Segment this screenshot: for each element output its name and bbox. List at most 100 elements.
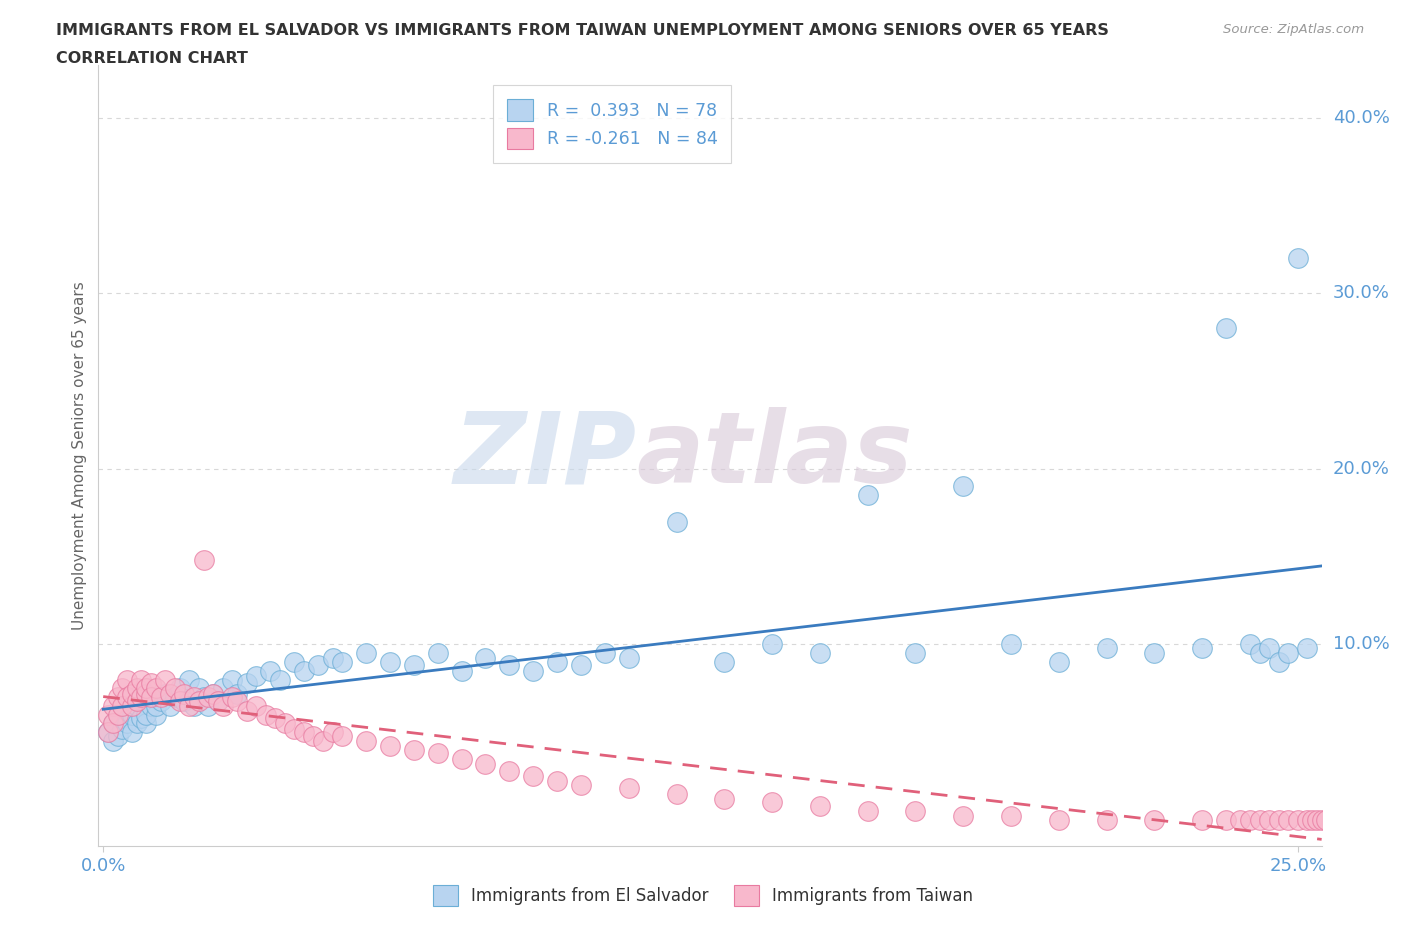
Point	[378, 738, 401, 753]
Point	[111, 698, 134, 713]
Point	[283, 722, 305, 737]
Point	[193, 690, 215, 705]
Point	[135, 681, 157, 696]
Legend: R =  0.393   N = 78, R = -0.261   N = 84: R = 0.393 N = 78, R = -0.261 N = 84	[494, 86, 731, 163]
Point	[149, 690, 172, 705]
Point	[474, 651, 496, 666]
Point	[546, 655, 568, 670]
Text: IMMIGRANTS FROM EL SALVADOR VS IMMIGRANTS FROM TAIWAN UNEMPLOYMENT AMONG SENIORS: IMMIGRANTS FROM EL SALVADOR VS IMMIGRANT…	[56, 23, 1109, 38]
Point	[617, 651, 640, 666]
Point	[125, 681, 148, 696]
Point	[1315, 813, 1337, 828]
Point	[1095, 813, 1118, 828]
Point	[207, 693, 229, 708]
Point	[131, 672, 153, 687]
Point	[202, 686, 225, 701]
Point	[302, 728, 325, 743]
Point	[179, 698, 201, 713]
Point	[546, 774, 568, 789]
Point	[1310, 813, 1333, 828]
Point	[450, 663, 472, 678]
Point	[354, 734, 377, 749]
Point	[131, 711, 153, 725]
Point	[159, 698, 181, 713]
Point	[330, 728, 353, 743]
Point	[163, 681, 186, 696]
Point	[1239, 813, 1261, 828]
Point	[101, 716, 124, 731]
Point	[226, 686, 249, 701]
Text: 20.0%: 20.0%	[1333, 459, 1389, 478]
Point	[125, 698, 148, 713]
Text: 30.0%: 30.0%	[1333, 285, 1389, 302]
Text: ZIP: ZIP	[454, 407, 637, 504]
Point	[169, 693, 191, 708]
Point	[378, 655, 401, 670]
Point	[856, 804, 879, 818]
Point	[312, 734, 335, 749]
Point	[1286, 813, 1309, 828]
Point	[330, 655, 353, 670]
Point	[1258, 641, 1281, 656]
Text: CORRELATION CHART: CORRELATION CHART	[56, 51, 247, 66]
Point	[952, 809, 974, 824]
Point	[569, 777, 592, 792]
Point	[426, 746, 449, 761]
Point	[173, 686, 195, 701]
Point	[245, 669, 267, 684]
Point	[1277, 813, 1299, 828]
Point	[264, 711, 287, 725]
Point	[107, 707, 129, 722]
Point	[354, 645, 377, 660]
Point	[569, 658, 592, 673]
Point	[101, 716, 124, 731]
Point	[904, 645, 927, 660]
Point	[952, 479, 974, 494]
Point	[211, 698, 233, 713]
Point	[713, 655, 735, 670]
Point	[97, 724, 120, 739]
Point	[1047, 813, 1070, 828]
Point	[522, 768, 544, 783]
Point	[115, 704, 138, 719]
Point	[97, 707, 120, 722]
Point	[115, 690, 138, 705]
Point	[617, 781, 640, 796]
Point	[1095, 641, 1118, 656]
Point	[101, 698, 124, 713]
Point	[474, 756, 496, 771]
Point	[179, 672, 201, 687]
Point	[145, 707, 167, 722]
Point	[221, 672, 243, 687]
Point	[121, 686, 143, 701]
Point	[322, 724, 344, 739]
Point	[1277, 645, 1299, 660]
Point	[202, 686, 225, 701]
Point	[292, 663, 315, 678]
Point	[173, 693, 195, 708]
Point	[135, 686, 157, 701]
Point	[197, 698, 219, 713]
Point	[145, 698, 167, 713]
Point	[121, 707, 143, 722]
Point	[155, 672, 177, 687]
Point	[139, 690, 162, 705]
Point	[211, 681, 233, 696]
Point	[1258, 813, 1281, 828]
Point	[1267, 655, 1289, 670]
Point	[139, 690, 162, 705]
Point	[274, 716, 297, 731]
Point	[450, 751, 472, 766]
Point	[125, 716, 148, 731]
Point	[1191, 813, 1213, 828]
Point	[498, 658, 520, 673]
Point	[1306, 813, 1329, 828]
Point	[197, 690, 219, 705]
Point	[402, 742, 425, 757]
Text: atlas: atlas	[637, 407, 912, 504]
Point	[402, 658, 425, 673]
Point	[139, 675, 162, 690]
Point	[283, 655, 305, 670]
Point	[159, 686, 181, 701]
Legend: Immigrants from El Salvador, Immigrants from Taiwan: Immigrants from El Salvador, Immigrants …	[426, 879, 980, 912]
